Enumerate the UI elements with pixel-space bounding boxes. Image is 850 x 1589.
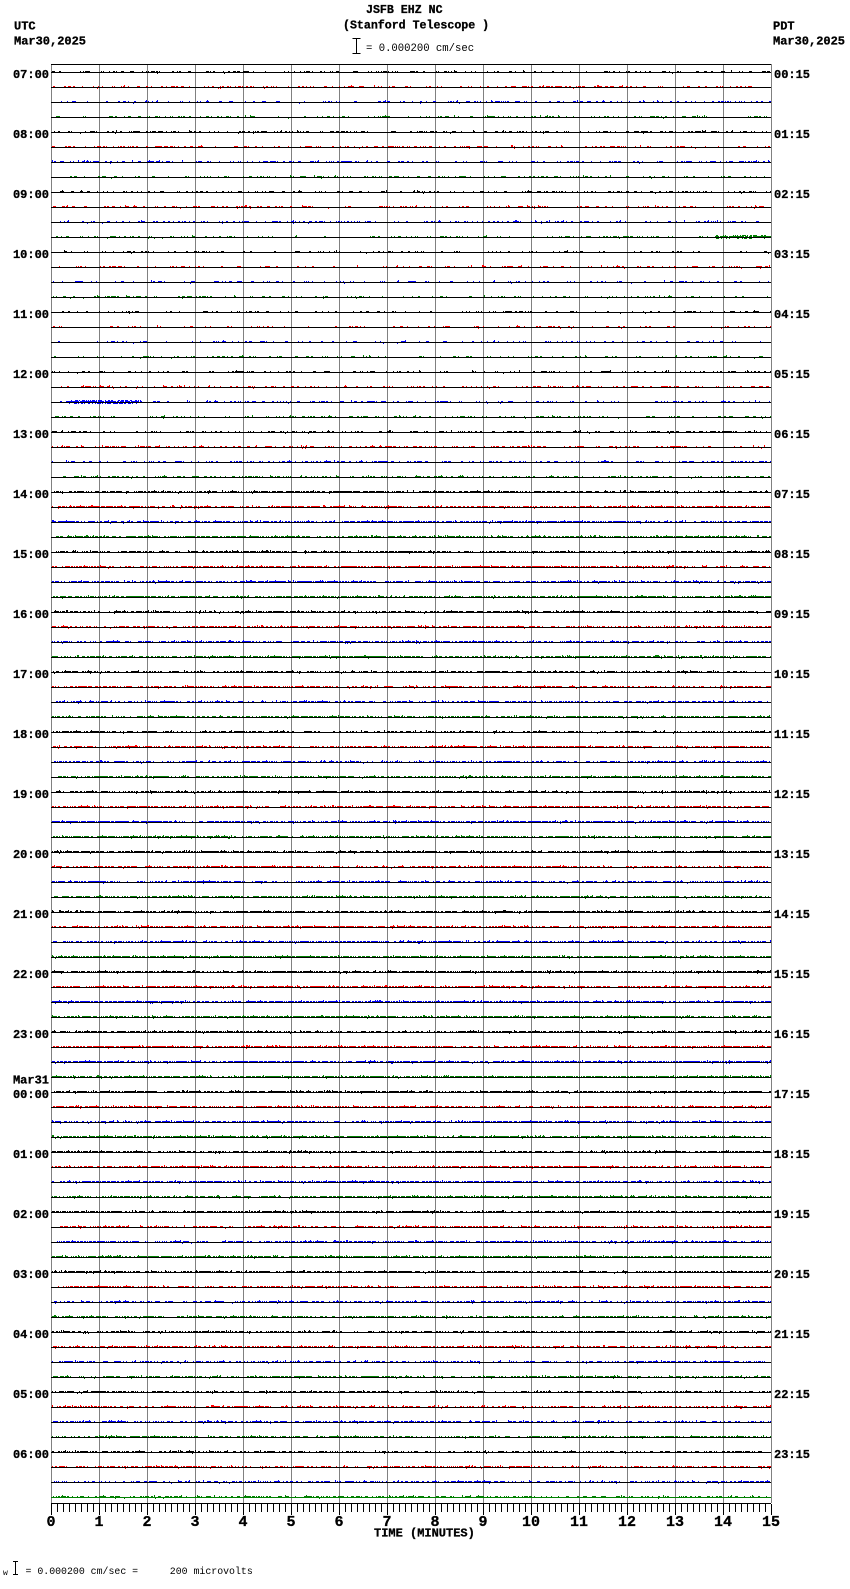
svg-text:04:00: 04:00 [13, 1328, 49, 1342]
svg-text:21:00: 21:00 [13, 908, 49, 922]
svg-text:06:00: 06:00 [13, 1448, 49, 1462]
svg-text:07:15: 07:15 [774, 488, 810, 502]
svg-text:12:15: 12:15 [774, 788, 810, 802]
svg-text:01:15: 01:15 [774, 128, 810, 142]
svg-text:11: 11 [570, 1514, 588, 1531]
svg-text:03:00: 03:00 [13, 1268, 49, 1282]
svg-text:23:15: 23:15 [774, 1448, 810, 1462]
svg-text:(Stanford Telescope ): (Stanford Telescope ) [343, 20, 489, 33]
svg-text:9: 9 [478, 1514, 487, 1531]
svg-text:07:00: 07:00 [13, 68, 49, 82]
svg-text:18:00: 18:00 [13, 728, 49, 742]
svg-text:02:15: 02:15 [774, 188, 810, 202]
svg-text:= 0.000200 cm/sec =: = 0.000200 cm/sec = [26, 1566, 139, 1577]
svg-text:20:00: 20:00 [13, 848, 49, 862]
svg-text:18:15: 18:15 [774, 1148, 810, 1162]
svg-text:0: 0 [46, 1514, 55, 1531]
svg-text:12: 12 [618, 1514, 636, 1531]
svg-text:17:15: 17:15 [774, 1088, 810, 1102]
svg-text:Mar30,2025: Mar30,2025 [14, 35, 86, 49]
svg-text:= 0.000200 cm/sec: = 0.000200 cm/sec [366, 43, 474, 55]
svg-text:16:15: 16:15 [774, 1028, 810, 1042]
svg-text:00:00: 00:00 [13, 1088, 49, 1102]
svg-text:6: 6 [334, 1514, 343, 1531]
svg-text:UTC: UTC [14, 20, 36, 34]
svg-text:01:00: 01:00 [13, 1148, 49, 1162]
svg-text:15: 15 [762, 1514, 780, 1531]
svg-text:JSFB EHZ NC: JSFB EHZ NC [366, 4, 443, 17]
svg-text:17:00: 17:00 [13, 668, 49, 682]
svg-text:06:15: 06:15 [774, 428, 810, 442]
svg-text:PDT: PDT [773, 20, 795, 34]
svg-text:22:15: 22:15 [774, 1388, 810, 1402]
svg-text:11:15: 11:15 [774, 728, 810, 742]
svg-text:w: w [3, 1569, 8, 1578]
svg-text:05:00: 05:00 [13, 1388, 49, 1402]
svg-text:02:00: 02:00 [13, 1208, 49, 1222]
svg-text:14:00: 14:00 [13, 488, 49, 502]
svg-text:TIME (MINUTES): TIME (MINUTES) [374, 1527, 475, 1541]
svg-text:08:00: 08:00 [13, 128, 49, 142]
svg-text:04:15: 04:15 [774, 308, 810, 322]
svg-text:05:15: 05:15 [774, 368, 810, 382]
svg-text:7: 7 [382, 1514, 391, 1531]
svg-text:10: 10 [522, 1514, 540, 1531]
svg-text:200 microvolts: 200 microvolts [170, 1566, 253, 1577]
svg-text:1: 1 [94, 1514, 103, 1531]
svg-text:10:15: 10:15 [774, 668, 810, 682]
svg-text:19:15: 19:15 [774, 1208, 810, 1222]
svg-text:13:00: 13:00 [13, 428, 49, 442]
svg-text:11:00: 11:00 [13, 308, 49, 322]
svg-text:8: 8 [430, 1514, 439, 1531]
svg-text:15:00: 15:00 [13, 548, 49, 562]
svg-text:16:00: 16:00 [13, 608, 49, 622]
svg-text:21:15: 21:15 [774, 1328, 810, 1342]
svg-text:22:00: 22:00 [13, 968, 49, 982]
svg-text:13: 13 [666, 1514, 684, 1531]
svg-text:09:00: 09:00 [13, 188, 49, 202]
svg-text:3: 3 [190, 1514, 199, 1531]
svg-text:5: 5 [286, 1514, 295, 1531]
svg-text:00:15: 00:15 [774, 68, 810, 82]
svg-text:Mar30,2025: Mar30,2025 [773, 35, 845, 49]
svg-text:12:00: 12:00 [13, 368, 49, 382]
svg-text:20:15: 20:15 [774, 1268, 810, 1282]
svg-text:08:15: 08:15 [774, 548, 810, 562]
svg-text:Mar31: Mar31 [13, 1074, 49, 1088]
svg-text:19:00: 19:00 [13, 788, 49, 802]
svg-text:09:15: 09:15 [774, 608, 810, 622]
svg-text:10:00: 10:00 [13, 248, 49, 262]
svg-text:15:15: 15:15 [774, 968, 810, 982]
svg-text:23:00: 23:00 [13, 1028, 49, 1042]
svg-text:03:15: 03:15 [774, 248, 810, 262]
svg-text:14: 14 [714, 1514, 732, 1531]
svg-text:2: 2 [142, 1514, 151, 1531]
svg-text:4: 4 [238, 1514, 247, 1531]
svg-text:14:15: 14:15 [774, 908, 810, 922]
svg-text:13:15: 13:15 [774, 848, 810, 862]
